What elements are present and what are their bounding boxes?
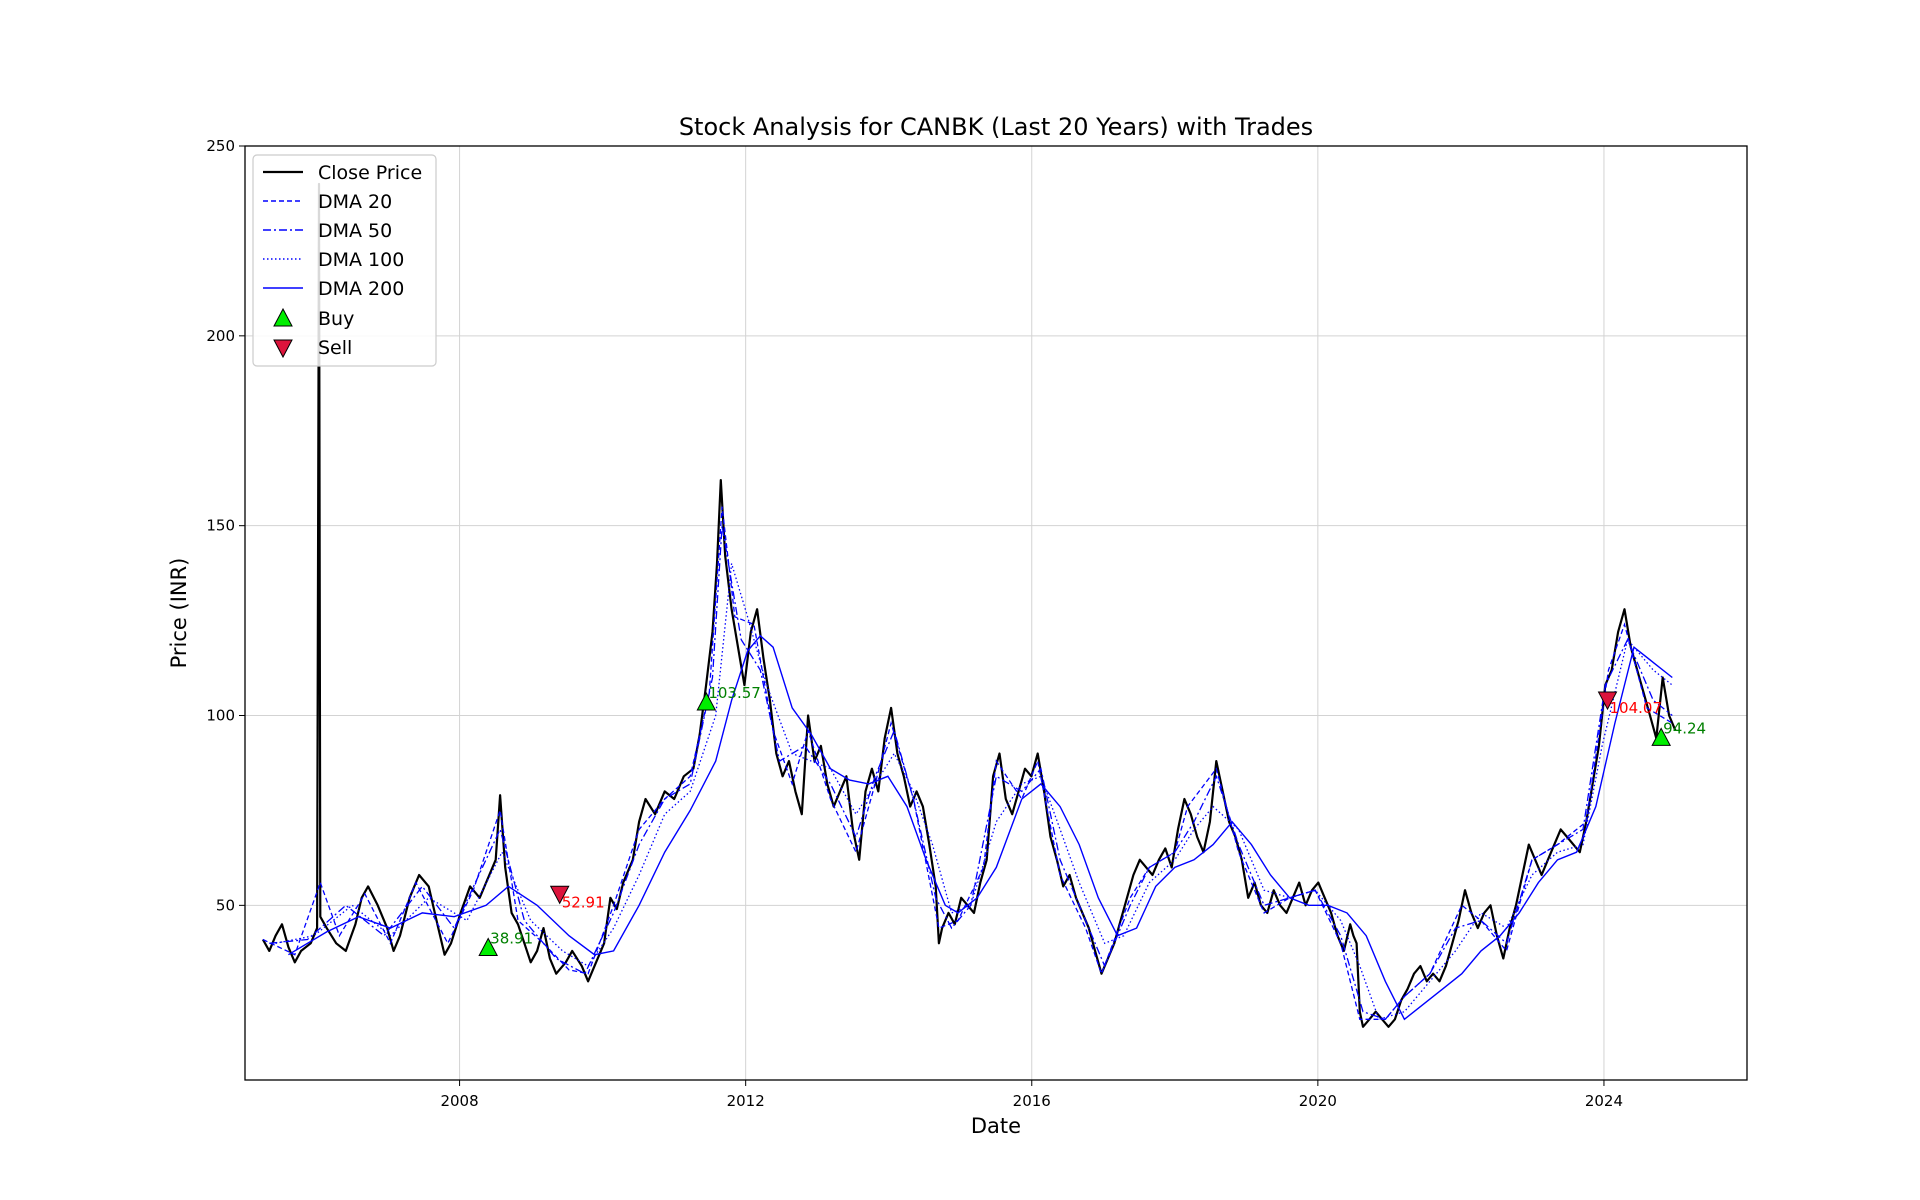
y-axis-label: Price (INR) — [167, 558, 191, 669]
buy-label: 103.57 — [708, 684, 761, 702]
legend: Close Price DMA 20 DMA 50 DMA 100 DMA 20… — [252, 154, 437, 367]
y-tick-label: 50 — [216, 896, 235, 914]
legend-label-dma50: DMA 50 — [318, 220, 392, 242]
series-close-price — [261, 182, 1677, 1028]
y-axis-ticks: 50 100 150 200 250 — [206, 137, 245, 914]
legend-swatch-buy — [273, 307, 293, 327]
x-tick-label: 2024 — [1585, 1092, 1623, 1110]
x-tick-label: 2008 — [440, 1092, 478, 1110]
series-dma100 — [275, 563, 1673, 1021]
legend-label-sell: Sell — [318, 337, 352, 359]
buy-marker — [1651, 727, 1672, 746]
y-tick-label: 150 — [206, 517, 235, 535]
sell-label: 104.07 — [1610, 699, 1663, 717]
legend-box — [252, 154, 437, 367]
legend-label-buy: Buy — [318, 308, 354, 330]
series-dma200 — [288, 634, 1673, 1021]
series-dma50 — [269, 525, 1673, 1021]
legend-label-dma100: DMA 100 — [318, 249, 404, 271]
legend-label-dma200: DMA 200 — [318, 278, 404, 300]
y-tick-label: 100 — [206, 707, 235, 725]
x-tick-label: 2016 — [1013, 1092, 1051, 1110]
x-tick-label: 2012 — [727, 1092, 765, 1110]
buy-label: 38.91 — [490, 929, 533, 947]
x-axis-ticks: 2008 2012 2016 2020 2024 — [440, 1080, 1623, 1110]
x-tick-label: 2020 — [1299, 1092, 1337, 1110]
legend-label-close: Close Price — [318, 162, 422, 184]
legend-label-dma20: DMA 20 — [318, 191, 392, 213]
legend-swatch-sell — [273, 339, 293, 359]
sell-marker — [1597, 691, 1618, 711]
buy-label: 94.24 — [1663, 719, 1706, 737]
y-tick-label: 200 — [206, 327, 235, 345]
sell-label: 52.91 — [562, 893, 605, 911]
buy-marker — [696, 691, 717, 711]
chart-title: Stock Analysis for CANBK (Last 20 Years)… — [679, 113, 1313, 141]
y-tick-label: 250 — [206, 137, 235, 155]
x-axis-label: Date — [971, 1114, 1021, 1138]
buy-marker — [478, 937, 499, 956]
axes-frame — [244, 145, 1748, 1081]
plot-area: 38.91 103.57 94.24 52.91 104.07 — [261, 182, 1706, 1028]
sell-marker — [549, 885, 570, 905]
